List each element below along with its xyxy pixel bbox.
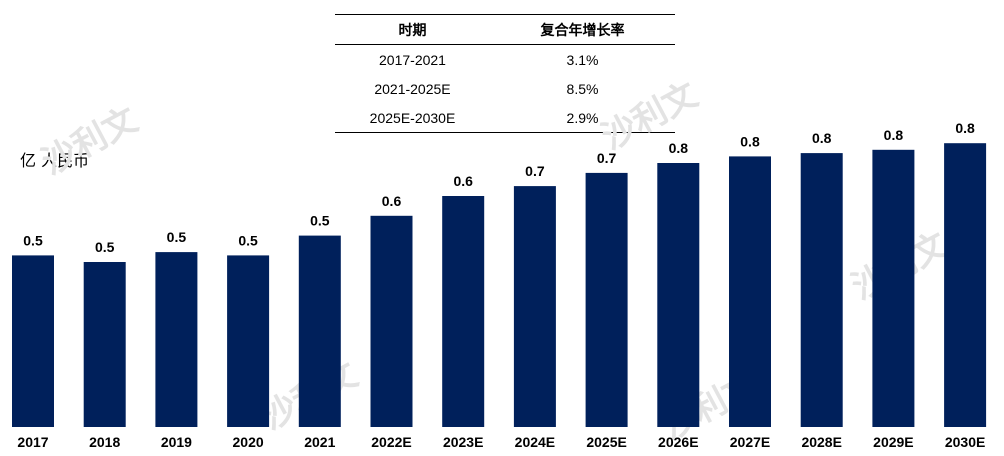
- watermark-text: 沙利文: [255, 355, 364, 438]
- bar-2023E: [442, 196, 485, 427]
- data-label: 0.8: [812, 130, 832, 146]
- data-label: 0.5: [167, 229, 187, 245]
- y-axis-unit-label: 亿 人民币: [20, 151, 90, 170]
- x-tick-label: 2024E: [515, 434, 555, 450]
- cagr-rate-cell: 3.1%: [566, 51, 599, 68]
- cagr-table-row: 2017-2021 3.1%: [335, 45, 675, 75]
- bar-2027E: [729, 156, 771, 427]
- x-tick-label: 2028E: [801, 434, 841, 450]
- cagr-rate-cell: 8.5%: [566, 80, 599, 97]
- x-tick-label: 2029E: [873, 434, 913, 450]
- data-label: 0.5: [23, 232, 43, 248]
- cagr-table-row: 2021-2025E 8.5%: [335, 74, 675, 103]
- cagr-header-rate: 复合年增长率: [490, 14, 675, 45]
- bar-2029E: [872, 149, 915, 428]
- bar-2025E: [585, 172, 628, 427]
- cagr-rate-cell: 2.9%: [490, 103, 675, 133]
- x-tick-label: 2021: [304, 434, 335, 450]
- x-tick-label: 2022E: [371, 434, 411, 450]
- data-label: 0.8: [669, 140, 689, 156]
- x-tick-label: 2030E: [945, 434, 985, 450]
- x-tick-label: 2026E: [658, 434, 698, 450]
- watermark-text: 沙利文: [845, 225, 954, 308]
- x-tick-label: 2023E: [443, 434, 483, 450]
- tick-labels-layer: 2017 2018 2019 2020 2021 2022E 2023E 2024E 2025E…: [17, 434, 985, 450]
- x-tick-label: 2027E: [730, 434, 770, 450]
- cagr-period-cell: 2025E-2030E: [335, 103, 490, 133]
- data-label: 0.5: [238, 232, 258, 248]
- watermark-text: 沙利文: [655, 365, 764, 448]
- x-tick-label: 2020: [233, 434, 264, 450]
- data-label: 0.7: [597, 150, 617, 166]
- cagr-period-cell: 2021-2025E: [374, 80, 451, 97]
- bar-2021: [298, 235, 341, 427]
- cagr-table-header-row: 时期 复合年增长率: [335, 14, 675, 45]
- x-tick-label: 2018: [89, 434, 120, 450]
- bar-2022E: [370, 215, 413, 427]
- cagr-table: 时期 复合年增长率 2017-2021 3.1% 2021-2025E 8.5%…: [335, 14, 675, 133]
- data-label: 0.5: [310, 213, 330, 229]
- bar-2028E: [800, 153, 843, 427]
- bar-2017: [12, 255, 54, 427]
- data-label: 0.6: [382, 193, 402, 209]
- data-label: 0.5: [95, 239, 115, 255]
- bar-2019: [155, 252, 198, 427]
- bar-2018: [83, 262, 126, 427]
- bar-2024E: [513, 186, 556, 427]
- x-tick-label: 2017: [17, 434, 48, 450]
- bar-2026E: [657, 163, 700, 427]
- data-label: 0.7: [525, 163, 545, 179]
- cagr-header-period: 时期: [335, 14, 490, 45]
- x-tick-label: 2019: [161, 434, 192, 450]
- data-label: 0.8: [740, 133, 760, 149]
- cagr-table-row: 2025E-2030E 2.9%: [335, 103, 675, 133]
- data-label: 0.6: [453, 173, 473, 189]
- bar-2020: [227, 255, 270, 427]
- cagr-period-cell: 2017-2021: [379, 51, 446, 68]
- bars-layer: [12, 143, 987, 428]
- data-label: 0.8: [884, 127, 904, 143]
- data-label: 0.8: [955, 120, 975, 136]
- bar-2030E: [944, 143, 987, 427]
- x-tick-label: 2025E: [586, 434, 626, 450]
- labels-layer: 0.5 0.5 0.5 0.5 0.5 0.6 0.6 0.7 0.7 0.8 0.8 0.8 0.8 0…: [23, 120, 975, 255]
